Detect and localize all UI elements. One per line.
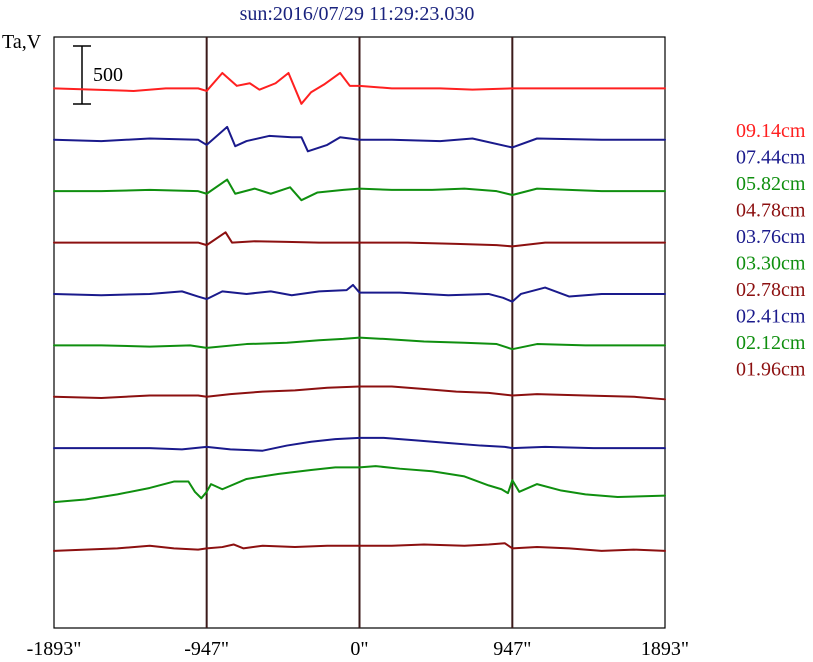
series-line-01-96cm xyxy=(53,542,666,552)
x-tick-label-3: 947" xyxy=(493,638,531,660)
series-lines xyxy=(53,71,666,552)
legend-item-01-96cm: 01.96cm xyxy=(736,359,806,381)
x-tick-label-1: -947" xyxy=(184,638,229,660)
series-line-04-78cm xyxy=(53,231,666,248)
chart-title: sun:2016/07/29 11:29:23.030 xyxy=(240,3,475,25)
x-tick-label-0: -1893" xyxy=(27,638,82,660)
legend: 09.14cm 07.44cm 05.82cm 04.78cm 03.76cm 03.30… xyxy=(736,120,806,381)
series-line-02-78cm xyxy=(53,385,666,401)
series-line-02-12cm xyxy=(53,465,666,504)
legend-item-03-76cm: 03.76cm xyxy=(736,226,806,248)
x-tick-label-4: 1893" xyxy=(641,638,689,660)
series-line-05-82cm xyxy=(53,178,666,202)
legend-item-03-30cm: 03.30cm xyxy=(736,253,806,275)
scale-bar-label: 500 xyxy=(93,64,123,86)
series-line-03-76cm xyxy=(53,283,666,303)
legend-item-02-41cm: 02.41cm xyxy=(736,306,806,328)
series-line-09-14cm xyxy=(53,71,666,105)
y-axis-label: Ta,V xyxy=(2,31,42,53)
legend-item-04-78cm: 04.78cm xyxy=(736,200,806,222)
vertical-marker-lines xyxy=(205,37,514,628)
legend-item-02-12cm: 02.12cm xyxy=(736,332,806,354)
legend-item-09-14cm: 09.14cm xyxy=(736,120,806,142)
scale-bar: 500 xyxy=(73,45,123,105)
series-line-07-44cm xyxy=(53,125,666,153)
x-axis-ticks: -1893" -947" 0" 947" 1893" xyxy=(27,638,690,660)
x-tick-label-2: 0" xyxy=(350,638,368,660)
series-line-02-41cm xyxy=(53,436,666,452)
legend-item-05-82cm: 05.82cm xyxy=(736,173,806,195)
legend-item-07-44cm: 07.44cm xyxy=(736,147,806,169)
legend-item-02-78cm: 02.78cm xyxy=(736,279,806,301)
series-line-03-30cm xyxy=(53,336,666,351)
